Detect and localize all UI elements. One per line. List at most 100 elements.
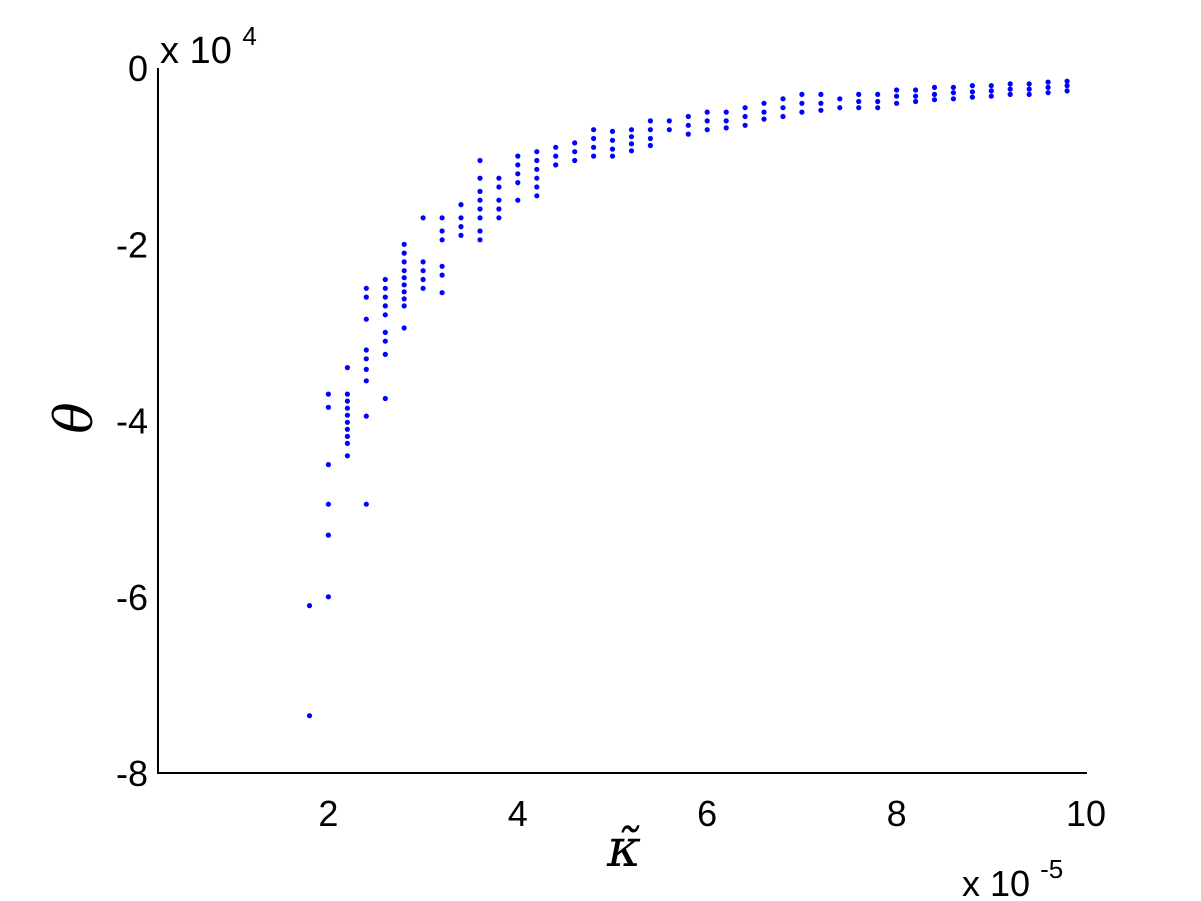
data-point [1007,91,1013,97]
data-point [363,285,369,291]
y-tick-label: -6 [116,577,148,618]
data-point [363,316,369,322]
data-point [628,148,635,154]
data-point [477,237,483,243]
data-point [950,90,957,96]
data-point [534,166,540,172]
data-point [363,501,369,507]
scatter-markers [306,78,1070,719]
data-point [1064,78,1070,84]
data-point [856,105,862,111]
data-point [761,109,767,115]
data-point [477,197,483,203]
data-point [950,96,957,102]
data-point [894,93,900,99]
data-point [477,188,483,194]
data-point [704,127,710,133]
data-point [572,149,578,155]
data-point [988,83,994,89]
data-point [818,100,824,106]
data-point [382,303,388,309]
data-point [344,405,350,411]
x-axis-label: κ̃ [606,819,641,879]
data-point [1045,84,1051,90]
data-point [837,96,843,102]
data-point [685,113,691,120]
data-point [1026,81,1032,87]
data-point [344,391,350,397]
data-point [344,365,350,371]
data-point [950,84,957,90]
data-point [363,356,369,362]
data-point [344,419,350,425]
data-point [401,289,407,295]
data-point [439,237,445,243]
data-point [534,157,540,164]
data-point [647,142,654,149]
data-point [401,296,407,302]
data-point [894,100,900,106]
data-point [325,594,331,600]
data-point [306,603,313,609]
data-point [534,149,540,155]
data-point [439,228,445,234]
data-point [382,312,388,318]
data-point [515,162,521,168]
data-point [496,184,502,190]
data-point [742,122,748,128]
data-point [704,118,710,124]
data-point [382,276,388,283]
data-point [496,175,502,181]
data-point [628,141,635,147]
x-tick-label: 6 [697,793,717,834]
data-point [1045,79,1051,85]
data-point [534,193,540,199]
data-point [458,215,464,221]
data-point [931,84,938,90]
data-point [1007,81,1013,87]
data-point [382,294,388,300]
data-point [780,105,786,111]
data-point [439,215,445,221]
data-point [1026,86,1032,92]
data-point [496,197,502,203]
data-point [420,215,426,221]
y-multiplier-exponent: 4 [242,21,256,51]
data-point [344,453,350,459]
data-point [363,413,369,419]
data-point [401,275,407,281]
data-point [723,109,729,115]
data-point [1064,88,1070,94]
data-point [401,268,407,274]
x-multiplier-exponent: -5 [1040,854,1063,884]
data-point [799,100,805,106]
data-point [1007,86,1013,92]
data-point [875,91,881,97]
data-point [666,118,672,124]
data-point [382,329,388,335]
data-point [931,91,938,97]
data-point [306,713,313,719]
data-point [401,303,407,309]
data-point [761,100,767,106]
x-tick-label: 2 [318,793,338,834]
data-point [477,206,483,212]
data-point [856,98,862,105]
data-point [325,532,331,538]
data-point [363,347,369,353]
data-point [325,404,331,410]
data-point [591,127,597,133]
data-point [875,105,881,111]
y-tick-label: -2 [116,224,148,265]
data-point [931,97,938,103]
data-point [363,366,369,372]
data-point [344,440,350,446]
data-point [647,127,654,133]
data-point [458,224,464,230]
data-point [988,88,994,94]
data-point [609,153,616,159]
data-point [553,162,559,168]
data-point [325,501,331,507]
data-point [477,175,483,181]
